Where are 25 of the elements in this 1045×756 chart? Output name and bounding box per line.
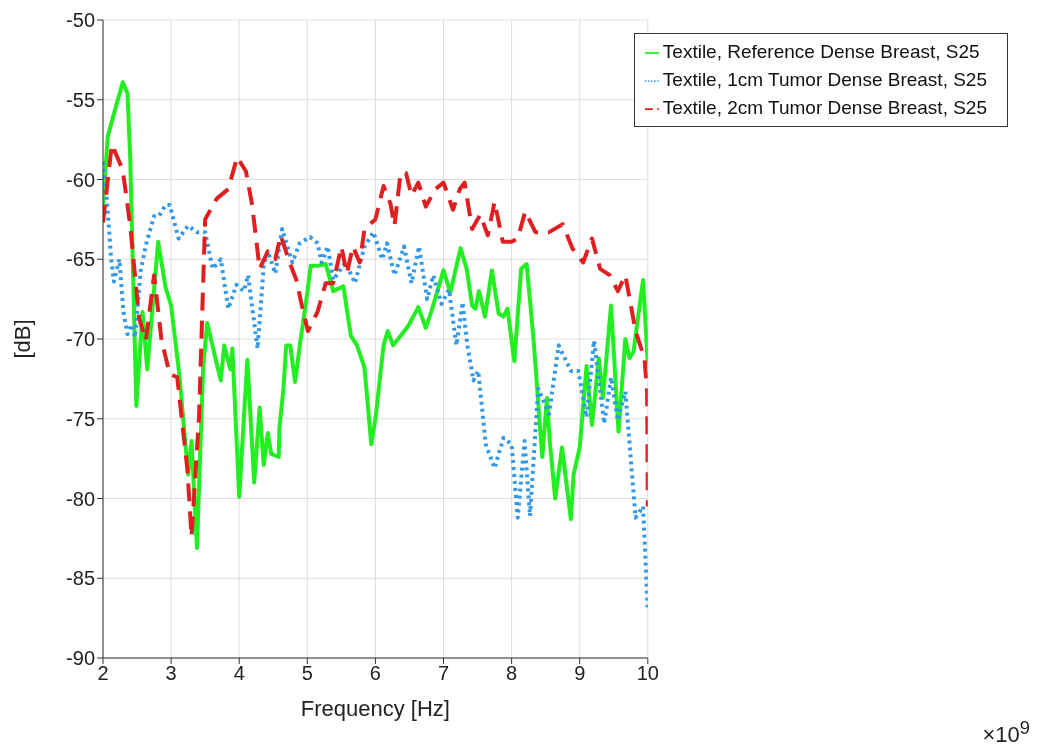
x-tick-label: 8 xyxy=(506,662,518,685)
legend-label: Textile, Reference Dense Breast, S25 xyxy=(662,41,980,62)
text: ×10$^{9}$ xyxy=(982,716,1030,748)
x-tick-label: 5 xyxy=(301,662,313,685)
y-tick-label: -70 xyxy=(66,328,95,351)
y-tick-label: -65 xyxy=(66,248,95,271)
x-tick-label: 9 xyxy=(574,662,586,685)
x-tick-label: 3 xyxy=(165,662,177,685)
y-axis-title: [dB] xyxy=(9,319,35,359)
legend-label: Textile, 1cm Tumor Dense Breast, S25 xyxy=(662,69,987,90)
legend-label: Textile, 2cm Tumor Dense Breast, S25 xyxy=(662,97,987,118)
x-tick-label: 4 xyxy=(233,662,245,685)
y-tick-label: -85 xyxy=(66,567,95,590)
x-tick-label: 6 xyxy=(369,662,381,685)
x-tick-label: 2 xyxy=(97,662,109,685)
y-tick-label: -80 xyxy=(66,487,95,510)
x-tick-label: 10 xyxy=(636,662,659,685)
y-tick-label: -55 xyxy=(66,88,95,111)
y-tick-label: -75 xyxy=(66,407,95,430)
x-axis-title: Frequency [Hz] xyxy=(300,696,450,721)
line-series xyxy=(103,80,648,550)
y-tick-label: -90 xyxy=(66,647,95,670)
y-tick-label: -50 xyxy=(66,9,95,32)
y-tick-label: -60 xyxy=(66,168,95,191)
x-tick-label: 7 xyxy=(437,662,450,685)
